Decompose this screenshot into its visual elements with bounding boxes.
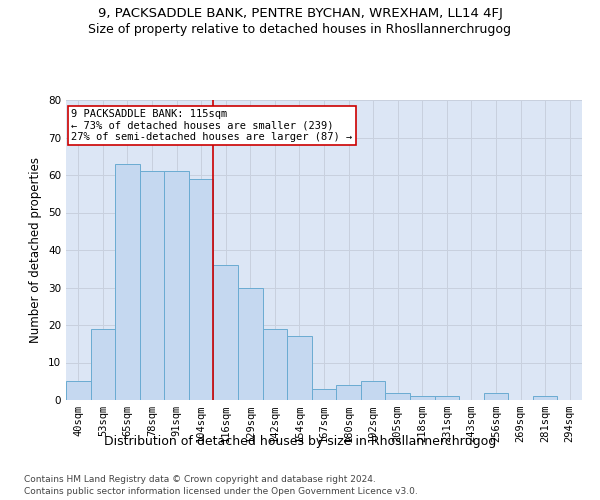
Bar (263, 329, 287, 400)
Text: Contains public sector information licensed under the Open Government Licence v3: Contains public sector information licen… (24, 488, 418, 496)
Bar (312, 389, 336, 400)
Bar (484, 392, 508, 400)
Bar (238, 288, 263, 400)
Bar (287, 336, 312, 400)
Text: Distribution of detached houses by size in Rhosllannerchrugog: Distribution of detached houses by size … (104, 435, 496, 448)
Bar (434, 396, 459, 400)
Bar (385, 392, 410, 400)
Bar (410, 396, 434, 400)
Bar (115, 164, 140, 400)
Bar (66, 381, 91, 400)
Bar (533, 396, 557, 400)
Y-axis label: Number of detached properties: Number of detached properties (29, 157, 43, 343)
Bar (361, 381, 385, 400)
Bar (91, 329, 115, 400)
Bar (189, 179, 214, 400)
Text: 9, PACKSADDLE BANK, PENTRE BYCHAN, WREXHAM, LL14 4FJ: 9, PACKSADDLE BANK, PENTRE BYCHAN, WREXH… (98, 8, 502, 20)
Bar (140, 171, 164, 400)
Bar (336, 385, 361, 400)
Bar (164, 171, 189, 400)
Text: Contains HM Land Registry data © Crown copyright and database right 2024.: Contains HM Land Registry data © Crown c… (24, 475, 376, 484)
Text: 9 PACKSADDLE BANK: 115sqm
← 73% of detached houses are smaller (239)
27% of semi: 9 PACKSADDLE BANK: 115sqm ← 73% of detac… (71, 109, 352, 142)
Text: Size of property relative to detached houses in Rhosllannerchrugog: Size of property relative to detached ho… (89, 22, 511, 36)
Bar (214, 265, 238, 400)
